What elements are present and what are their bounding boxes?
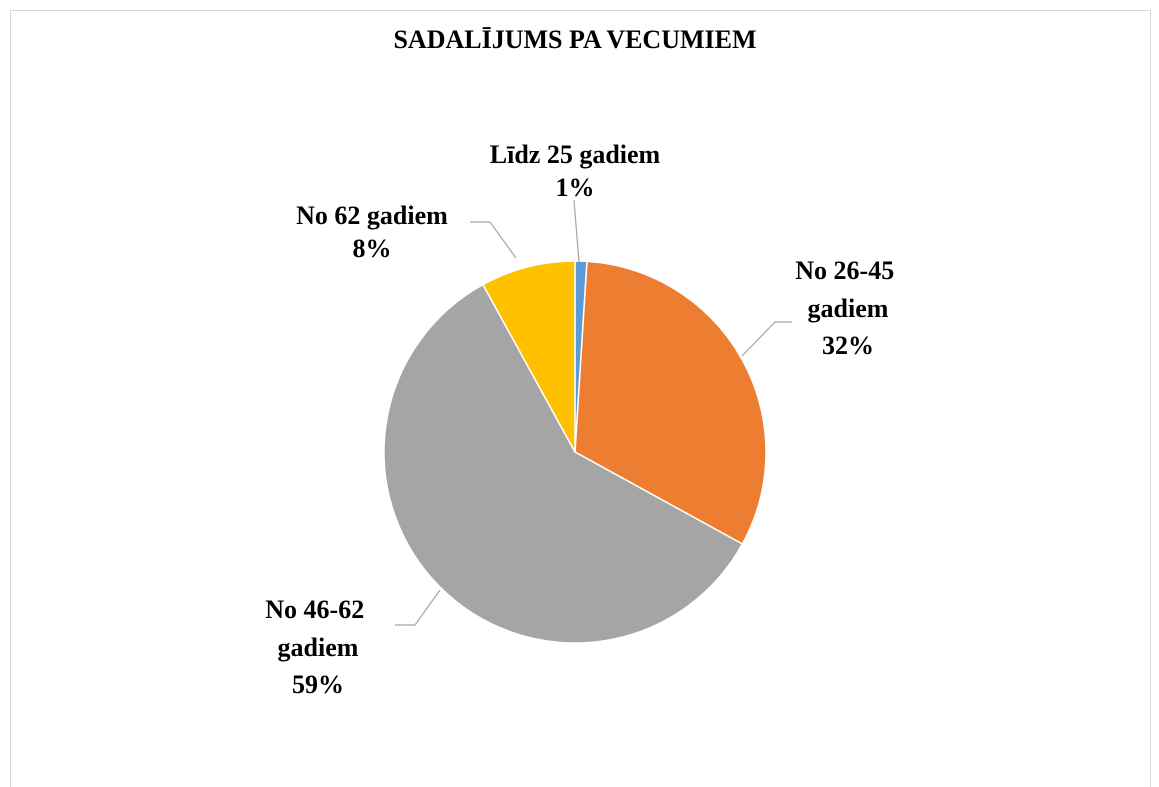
data-label-value: 59% xyxy=(292,670,344,699)
chart-title: SADALĪJUMS PA VECUMIEM xyxy=(393,25,756,54)
leader-line xyxy=(395,589,441,626)
data-label-value: 8% xyxy=(353,234,392,263)
pie-slice xyxy=(574,260,767,546)
pie-slice xyxy=(481,260,576,453)
leader-line xyxy=(470,221,517,259)
label-line: No 26-45 xyxy=(795,256,900,285)
pie-slice xyxy=(383,283,744,644)
data-label-category: No 46-62 gadiem xyxy=(265,595,370,662)
data-label-category: No 62 gadiem xyxy=(296,201,448,230)
data-label-value: 1% xyxy=(556,173,595,202)
label-line: gadiem xyxy=(808,294,889,323)
data-label-value: 32% xyxy=(822,331,874,360)
label-line: No 46-62 xyxy=(265,595,370,624)
data-label-category: Līdz 25 gadiem xyxy=(490,140,661,169)
data-label-category: No 26-45 gadiem xyxy=(795,256,900,323)
label-line: gadiem xyxy=(278,633,359,662)
leader-line xyxy=(741,321,792,357)
leader-line xyxy=(573,199,580,263)
